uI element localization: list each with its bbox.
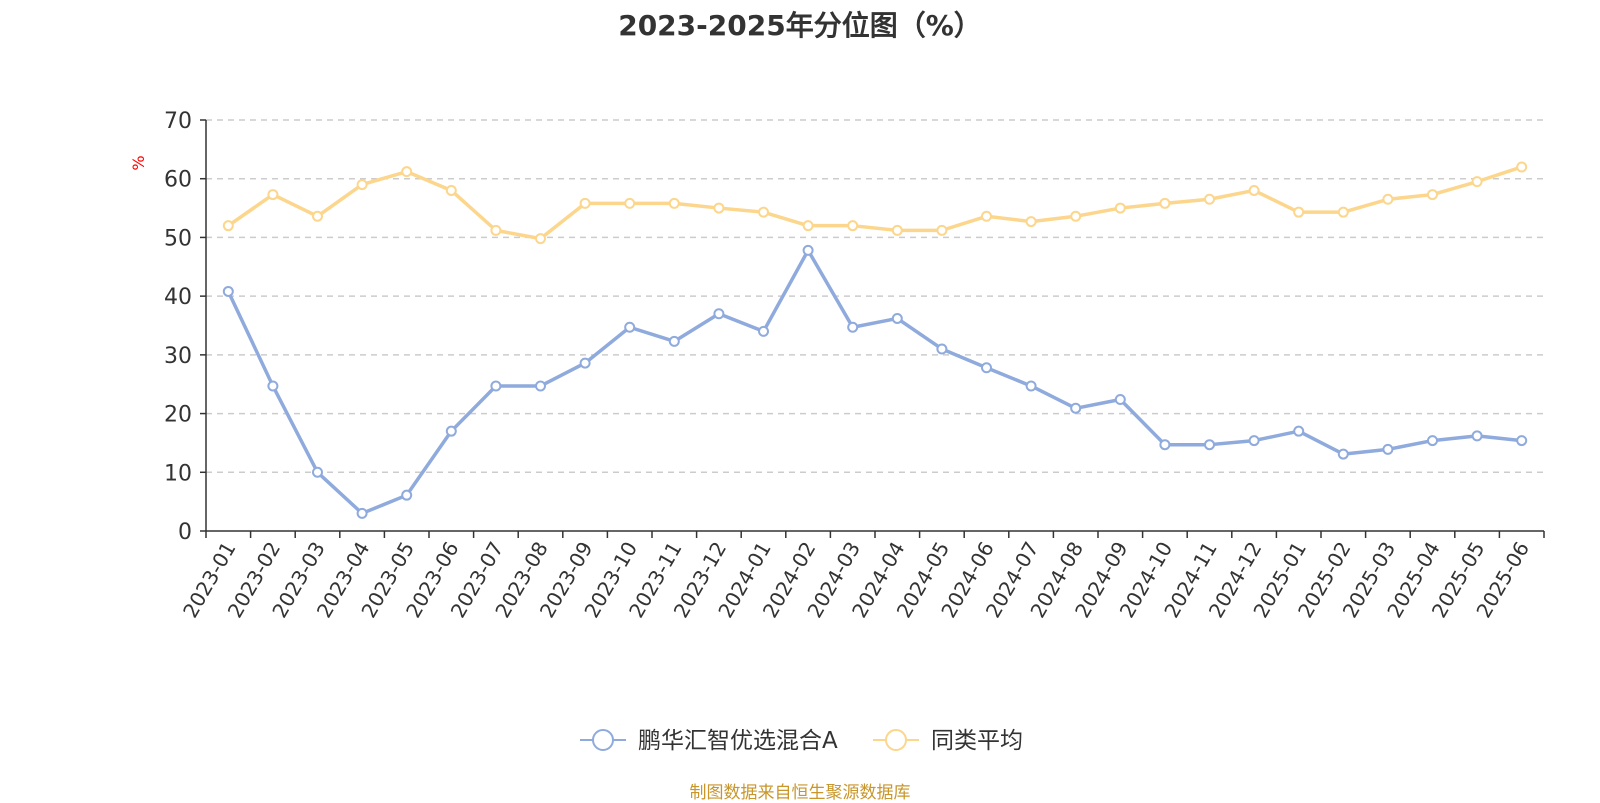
data-point [891,224,903,236]
data-point [624,321,636,333]
data-point [802,220,814,232]
data-point [1159,439,1171,451]
y-tick-label: 30 [164,344,192,369]
data-point [1025,380,1037,392]
data-point [1382,193,1394,205]
data-point [312,466,323,478]
series-1 [222,244,1528,519]
data-point [1070,210,1082,222]
legend-item-2[interactable]: 同类平均 [873,728,1023,754]
data-point [1471,176,1483,188]
data-point [891,312,903,324]
chart-title: 2023-2025年分位图（%） [618,9,982,42]
axes: 0102030405060702023-012023-022023-032023… [164,109,1545,622]
series-line [226,165,1524,241]
data-point [579,357,591,369]
data-point [847,220,859,232]
data-point [713,308,725,320]
series-lines [222,161,1528,519]
data-point [1204,193,1215,205]
data-point [222,285,234,297]
data-point [668,197,680,209]
data-point [668,335,680,347]
data-point [267,380,279,392]
legend-label: 同类平均 [931,728,1023,754]
legend[interactable]: 鹏华汇智优选混合A 同类平均 [580,728,1023,754]
data-point [312,210,323,222]
y-tick-label: 0 [178,520,192,545]
y-tick-label: 10 [164,461,192,486]
y-axis-label: % [129,155,148,170]
series-2 [222,161,1528,245]
data-point [490,380,502,392]
data-point [1114,202,1126,214]
data-point [445,184,457,196]
data-point [1159,197,1171,209]
data-point [1293,206,1305,218]
data-point [1114,393,1126,405]
data-point [624,197,636,209]
data-point [1248,184,1260,196]
data-point [758,325,769,337]
data-point [802,244,814,256]
data-point [758,206,769,218]
legend-item-1[interactable]: 鹏华汇智优选混合A [580,728,838,754]
data-point [445,425,457,437]
grid-lines [206,119,1544,474]
data-point [401,166,413,178]
data-point [356,507,368,519]
data-point [267,189,279,201]
data-point [1337,206,1349,218]
y-tick-label: 20 [164,403,192,428]
data-point [936,224,948,236]
data-point [579,197,591,209]
data-point [936,343,948,355]
y-tick-label: 50 [164,226,192,251]
legend-swatch-marker [592,729,614,751]
data-point [713,202,725,214]
data-point [1516,435,1528,447]
data-point [222,220,234,232]
y-tick-label: 40 [164,285,192,310]
data-point [981,362,992,374]
data-point [1070,402,1082,414]
series-line [226,248,1524,516]
data-point [1337,448,1349,460]
data-point [981,210,992,222]
source-note: 制图数据来自恒生聚源数据库 [689,783,911,803]
data-point [1025,216,1037,228]
data-point [1248,435,1260,447]
y-tick-label: 60 [164,168,192,193]
data-point [1471,430,1483,442]
data-point [847,321,859,333]
data-point [401,489,413,501]
data-point [1382,443,1394,455]
data-point [1427,435,1438,447]
data-point [490,224,502,236]
legend-swatch-marker [885,729,907,751]
data-point [535,380,546,392]
legend-label: 鹏华汇智优选混合A [638,728,838,754]
data-point [1293,425,1305,437]
data-point [1516,161,1528,173]
data-point [1204,439,1215,451]
data-point [356,179,368,191]
data-point [1427,189,1438,201]
y-tick-label: 70 [164,109,192,134]
data-point [535,233,546,245]
